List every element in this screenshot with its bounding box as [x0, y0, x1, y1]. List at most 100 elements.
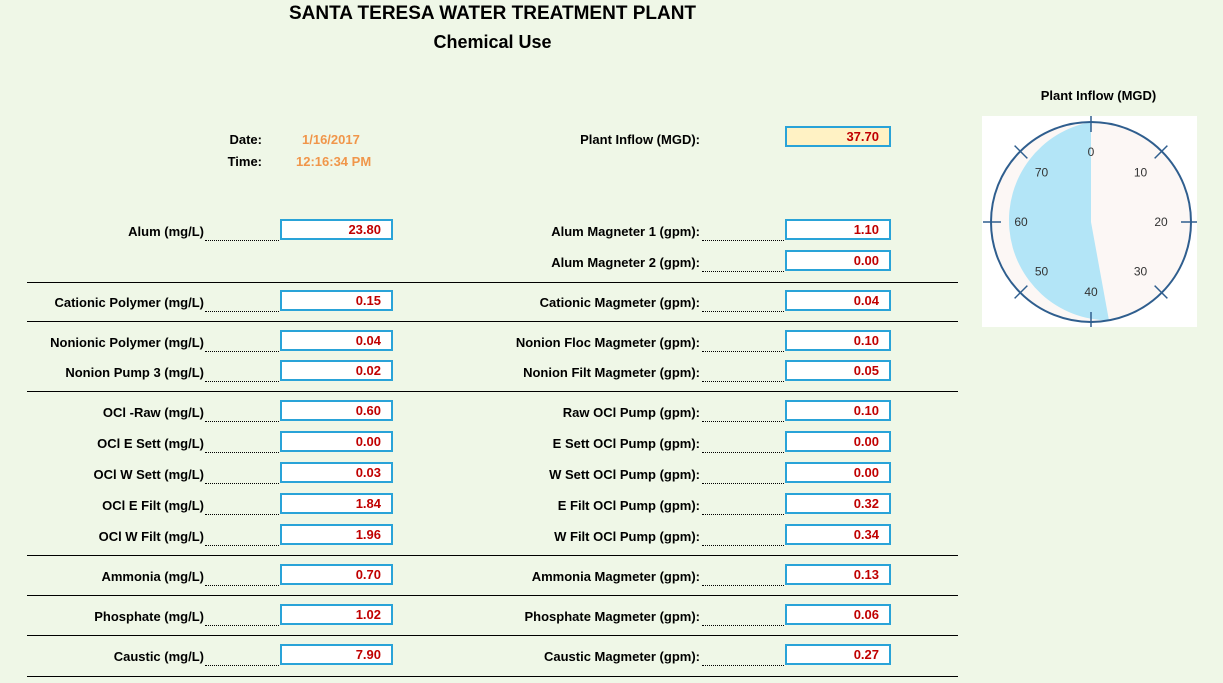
nonionic-polymer-value: 0.04: [280, 330, 393, 351]
ammonia-leader: [205, 585, 279, 586]
ocl-e-filt-label: OCl E Filt (mg/L): [102, 498, 204, 513]
nonion-pump3-leader: [205, 381, 279, 382]
nonion-filt-magmeter-leader: [702, 381, 784, 382]
gauge-tick-label: 60: [1014, 215, 1028, 229]
cationic-polymer-value: 0.15: [280, 290, 393, 311]
gauge-svg: 0 10 20 30 40 50 60 70: [983, 114, 1199, 330]
cationic-magmeter-label: Cationic Magmeter (gpm):: [539, 295, 700, 310]
alum-magneter1-leader: [702, 240, 784, 241]
e-sett-ocl-pump-value: 0.00: [785, 431, 891, 452]
caustic-leader: [205, 665, 279, 666]
caustic-magmeter-label: Caustic Magmeter (gpm):: [543, 649, 700, 664]
nonion-floc-magmeter-value: 0.10: [785, 330, 891, 351]
caustic-label: Caustic (mg/L): [113, 649, 204, 664]
phosphate-label: Phosphate (mg/L): [94, 609, 204, 624]
e-filt-ocl-pump-label: E Filt OCl Pump (gpm):: [557, 498, 700, 513]
gauge-tick-label: 40: [1084, 285, 1098, 299]
ocl-raw-value: 0.60: [280, 400, 393, 421]
caustic-value: 7.90: [280, 644, 393, 665]
e-sett-ocl-pump-leader: [702, 452, 784, 453]
gauge-title: Plant Inflow (MGD): [1040, 88, 1157, 103]
gauge-tick-label: 0: [1088, 145, 1095, 159]
nonion-pump3-value: 0.02: [280, 360, 393, 381]
cationic-polymer-label: Cationic Polymer (mg/L): [54, 295, 204, 310]
section-divider: [27, 391, 958, 392]
section-divider: [27, 282, 958, 283]
plant-inflow-label: Plant Inflow (MGD):: [580, 132, 700, 147]
gauge-tick-label: 20: [1154, 215, 1168, 229]
date-label: Date:: [229, 132, 262, 147]
e-filt-ocl-pump-leader: [702, 514, 784, 515]
alum-magneter2-leader: [702, 271, 784, 272]
section-divider: [27, 595, 958, 596]
phosphate-leader: [205, 625, 279, 626]
w-filt-ocl-pump-leader: [702, 545, 784, 546]
ammonia-magmeter-leader: [702, 585, 784, 586]
ammonia-magmeter-value: 0.13: [785, 564, 891, 585]
nonion-floc-magmeter-leader: [702, 351, 784, 352]
nonion-filt-magmeter-value: 0.05: [785, 360, 891, 381]
section-divider: [27, 555, 958, 556]
alum-magneter2-value: 0.00: [785, 250, 891, 271]
gauge-ticks: [983, 114, 1199, 330]
alum-label: Alum (mg/L): [128, 224, 204, 239]
ocl-e-sett-value: 0.00: [280, 431, 393, 452]
section-divider: [27, 676, 958, 677]
raw-ocl-pump-label: Raw OCl Pump (gpm):: [562, 405, 700, 420]
gauge-tick-labels: 0 10 20 30 40 50 60 70: [1014, 145, 1168, 299]
w-sett-ocl-pump-label: W Sett OCl Pump (gpm):: [549, 467, 700, 482]
alum-value: 23.80: [280, 219, 393, 240]
nonion-filt-magmeter-label: Nonion Filt Magmeter (gpm):: [523, 365, 700, 380]
cationic-magmeter-value: 0.04: [785, 290, 891, 311]
ocl-raw-label: OCl -Raw (mg/L): [102, 405, 204, 420]
ocl-e-filt-leader: [205, 514, 279, 515]
ocl-w-sett-label: OCl W Sett (mg/L): [93, 467, 205, 482]
ocl-w-sett-value: 0.03: [280, 462, 393, 483]
w-sett-ocl-pump-value: 0.00: [785, 462, 891, 483]
ammonia-magmeter-label: Ammonia Magmeter (gpm):: [531, 569, 700, 584]
plant-inflow-gauge: 0 10 20 30 40 50 60 70: [982, 114, 1199, 330]
raw-ocl-pump-leader: [702, 421, 784, 422]
alum-magneter1-value: 1.10: [785, 219, 891, 240]
page-title: SANTA TERESA WATER TREATMENT PLANT: [288, 3, 697, 24]
time-value: 12:16:34 PM: [296, 154, 372, 169]
time-label: Time:: [227, 154, 262, 169]
phosphate-magmeter-label: Phosphate Magmeter (gpm):: [524, 609, 700, 624]
phosphate-magmeter-leader: [702, 625, 784, 626]
gauge-tick: [1154, 145, 1168, 159]
section-divider: [27, 321, 958, 322]
gauge-tick-label: 70: [1035, 166, 1049, 180]
ocl-raw-leader: [205, 421, 279, 422]
phosphate-magmeter-value: 0.06: [785, 604, 891, 625]
gauge-value-fill: [1008, 122, 1109, 321]
cationic-magmeter-leader: [702, 311, 784, 312]
gauge-tick-label: 30: [1134, 264, 1148, 278]
alum-magneter1-label: Alum Magneter 1 (gpm):: [551, 224, 700, 239]
ocl-w-filt-label: OCl W Filt (mg/L): [98, 529, 204, 544]
ammonia-value: 0.70: [280, 564, 393, 585]
raw-ocl-pump-value: 0.10: [785, 400, 891, 421]
alum-leader: [205, 240, 279, 241]
ocl-e-sett-label: OCl E Sett (mg/L): [97, 436, 204, 451]
gauge-tick: [1154, 285, 1168, 299]
date-value: 1/16/2017: [302, 132, 360, 147]
nonion-pump3-label: Nonion Pump 3 (mg/L): [65, 365, 204, 380]
nonionic-polymer-label: Nonionic Polymer (mg/L): [50, 335, 204, 350]
e-filt-ocl-pump-value: 0.32: [785, 493, 891, 514]
ocl-w-sett-leader: [205, 483, 279, 484]
caustic-magmeter-value: 0.27: [785, 644, 891, 665]
gauge-tick-label: 50: [1035, 264, 1049, 278]
e-sett-ocl-pump-label: E Sett OCl Pump (gpm):: [552, 436, 700, 451]
ocl-e-filt-value: 1.84: [280, 493, 393, 514]
nonion-floc-magmeter-label: Nonion Floc Magmeter (gpm):: [515, 335, 700, 350]
ocl-e-sett-leader: [205, 452, 279, 453]
cationic-polymer-leader: [205, 311, 279, 312]
ocl-w-filt-leader: [205, 545, 279, 546]
plant-inflow-value: 37.70: [785, 126, 891, 147]
section-divider: [27, 635, 958, 636]
ammonia-label: Ammonia (mg/L): [101, 569, 204, 584]
gauge-tick: [1014, 145, 1028, 159]
alum-magneter2-label: Alum Magneter 2 (gpm):: [551, 255, 700, 270]
w-sett-ocl-pump-leader: [702, 483, 784, 484]
gauge-tick-label: 10: [1134, 166, 1148, 180]
